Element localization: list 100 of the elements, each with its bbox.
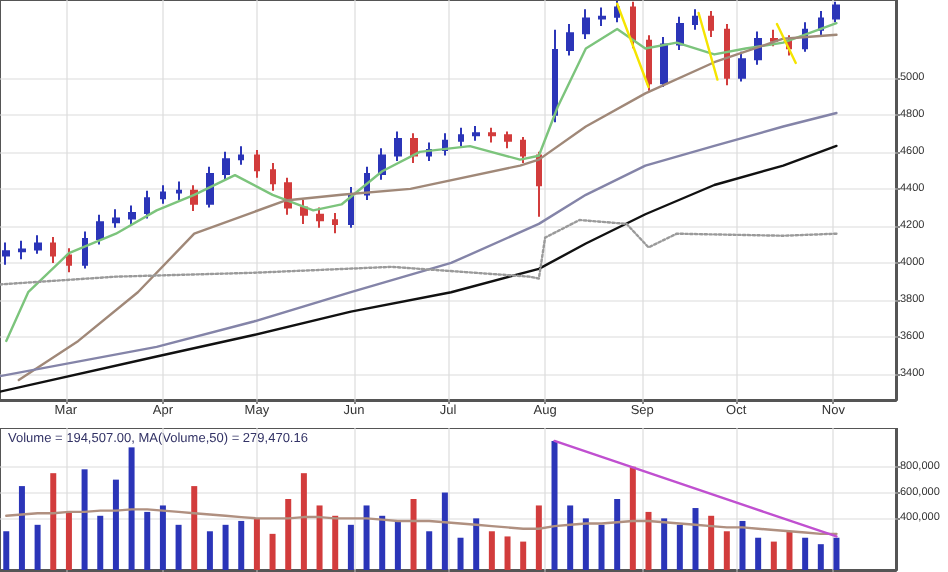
candlestick [206,165,214,209]
candlestick [222,150,230,181]
candlestick [128,204,136,227]
bar [175,524,182,570]
bar [614,499,621,570]
candlestick [254,149,260,179]
candlestick [96,213,104,246]
bar [206,531,213,570]
bar [300,473,307,570]
bar [645,511,652,570]
bar [488,531,495,570]
bar [34,524,41,570]
bar [661,518,668,570]
candlestick [18,239,26,261]
bar [65,511,72,570]
bar [394,520,401,570]
candlestick [112,208,120,229]
bar [457,537,464,570]
bar [535,505,542,570]
bar [520,541,527,570]
candlestick [520,136,526,164]
candlestick [582,8,590,40]
line-series [0,144,838,393]
line-series [0,218,838,286]
candlestick [458,126,464,148]
candlestick [144,189,150,220]
bar [817,544,824,570]
bar [708,515,715,570]
bar [112,479,119,570]
candlestick [270,161,276,192]
bar [253,518,260,570]
candlestick [472,124,480,142]
candlestick [82,230,88,270]
bar [770,541,777,570]
bar [3,531,10,570]
candlestick [50,236,56,264]
bar [191,486,198,570]
candlestick [770,28,778,48]
bar [739,520,746,570]
line-series [0,111,838,378]
bar [144,511,151,570]
bar [222,524,229,570]
bar [723,531,730,570]
candlestick [598,6,606,27]
candlestick [66,247,72,274]
bar [598,524,605,570]
bar [755,537,762,570]
bar [786,531,793,570]
bar [426,531,433,570]
bar [81,469,88,570]
bar [50,473,57,570]
candlestick [394,130,402,163]
candlestick [536,150,542,218]
candlestick [316,206,324,229]
candlestick [238,145,244,166]
candlestick [2,241,10,266]
candlestick [160,184,166,205]
candlestick [646,34,652,92]
candlestick [34,234,42,255]
bar [802,537,809,570]
bar [676,524,683,570]
bar [473,518,480,570]
candlestick [614,0,620,24]
bar [410,499,417,570]
bar [128,447,135,570]
candlestick [738,50,746,83]
candlestick [552,28,558,124]
bar [18,486,25,570]
candlestick [832,0,840,24]
bar [347,524,354,570]
bar [316,505,323,570]
bar [833,537,840,570]
candlestick [488,126,496,144]
bar [692,508,699,570]
candlestick [300,199,308,226]
line-series [5,508,838,536]
candlestick [692,8,698,31]
bar [441,492,448,570]
bar [97,515,104,570]
bar [551,440,558,570]
candlestick [566,23,574,57]
candlestick [176,180,182,201]
candlestick [332,211,338,235]
bar [269,533,276,570]
bar [285,499,292,570]
bar [379,515,386,570]
bar [567,505,574,570]
candlestick [504,130,512,150]
bar [629,466,636,570]
candlestick [724,23,730,87]
bar [363,505,370,570]
bar [582,518,589,570]
bar [504,536,511,570]
bar [332,515,339,570]
bar [238,520,245,570]
candlestick [676,15,684,51]
bar [159,505,166,570]
line-series [5,21,838,343]
candlestick [660,36,668,89]
candlestick [708,10,714,39]
